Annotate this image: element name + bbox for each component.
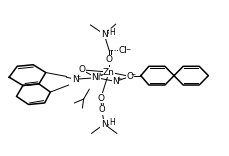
Text: −: −	[131, 71, 136, 76]
Text: Cl: Cl	[119, 46, 127, 55]
Text: +: +	[97, 72, 102, 77]
Text: +: +	[76, 74, 81, 79]
Text: Zn: Zn	[103, 68, 115, 77]
Text: −: −	[125, 46, 130, 51]
Text: O: O	[127, 72, 134, 81]
Text: H: H	[109, 118, 114, 127]
Text: O: O	[106, 55, 112, 64]
Text: O: O	[99, 105, 105, 115]
Text: +: +	[116, 76, 121, 81]
Text: N: N	[72, 75, 79, 84]
Text: H: H	[109, 28, 114, 37]
Text: Ni: Ni	[92, 73, 101, 82]
Text: O: O	[79, 65, 85, 74]
Text: O: O	[97, 94, 104, 103]
Text: N: N	[112, 77, 119, 86]
Text: N: N	[101, 119, 108, 129]
Text: N: N	[101, 30, 108, 39]
